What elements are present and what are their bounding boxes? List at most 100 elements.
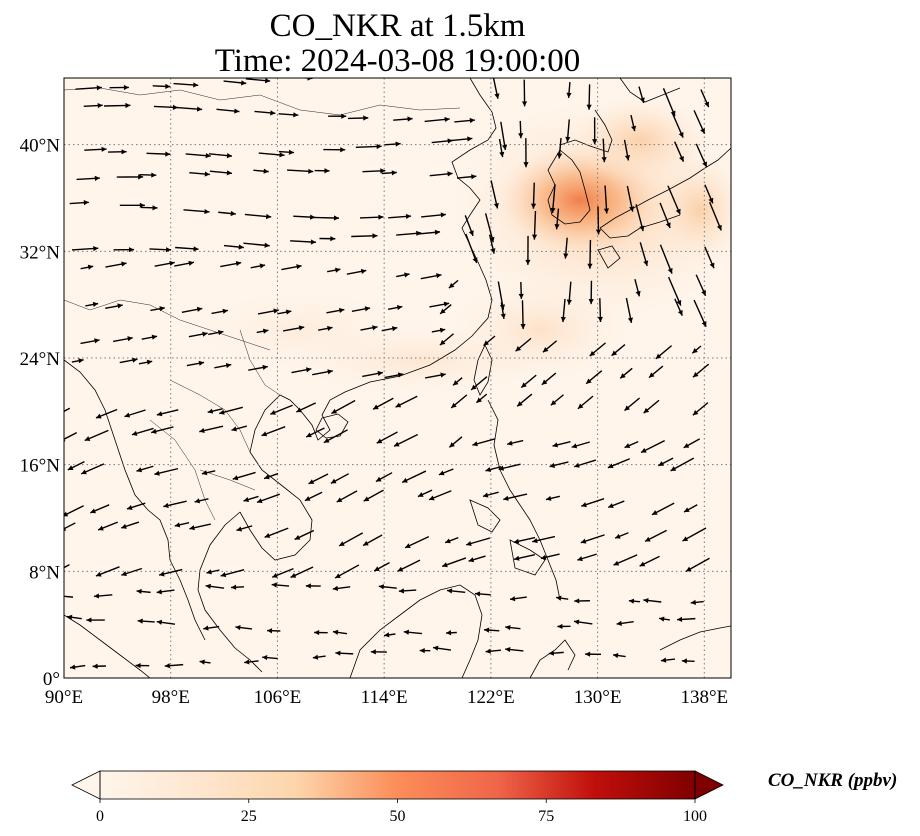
wind-arrowhead	[81, 469, 87, 475]
wind-arrowhead	[499, 151, 505, 158]
wind-arrowhead	[121, 261, 127, 267]
wind-arrowhead	[231, 584, 237, 590]
wind-arrowhead	[485, 467, 491, 473]
wind-arrowhead	[438, 470, 445, 476]
wind-arrowhead	[272, 572, 278, 578]
wind-arrowhead	[395, 141, 401, 147]
wind-arrowhead	[165, 151, 171, 157]
wind-arrowhead	[603, 208, 610, 214]
wind-arrowhead	[232, 475, 239, 481]
wind-arrowhead	[620, 373, 626, 379]
wind-arrowhead	[131, 430, 138, 436]
wind-arrowhead	[447, 171, 453, 177]
wind-arrowhead	[566, 92, 572, 98]
wind-arrowhead	[448, 282, 455, 289]
wind-arrowhead	[196, 306, 203, 312]
wind-arrowhead	[439, 327, 446, 333]
wind-arrowhead	[474, 591, 481, 597]
wind-arrowhead	[129, 247, 135, 253]
wind-arrowhead	[86, 617, 92, 623]
wind-arrowhead	[643, 597, 649, 604]
wind-arrowhead	[95, 571, 102, 577]
wind-arrowhead	[645, 536, 651, 542]
wind-arrowhead	[165, 247, 172, 253]
wind-arrowhead	[159, 306, 165, 312]
wind-arrowhead	[327, 325, 333, 331]
wind-arrowhead	[503, 495, 509, 501]
wind-arrowhead	[446, 630, 452, 636]
wind-arrowhead	[164, 663, 170, 669]
wind-arrowhead	[332, 629, 339, 635]
wind-arrowhead	[679, 156, 684, 162]
wind-arrowhead	[298, 325, 305, 331]
wind-arrowhead	[541, 379, 548, 385]
wind-arrowhead	[201, 470, 208, 476]
wind-arrowhead	[199, 659, 205, 665]
wind-arrowhead	[468, 557, 475, 563]
wind-arrowhead	[225, 362, 232, 369]
map-area	[56, 70, 732, 679]
wind-arrowhead	[418, 70, 423, 75]
wind-arrowhead	[310, 239, 316, 245]
wind-arrowhead	[658, 461, 664, 466]
wind-arrowhead	[360, 268, 367, 274]
wind-arrowhead	[436, 70, 441, 75]
wind-arrowhead	[235, 260, 242, 267]
wind-arrowhead	[364, 306, 371, 312]
wind-arrowhead	[684, 507, 690, 513]
wind-arrowhead	[324, 168, 330, 174]
wind-arrowhead	[518, 293, 524, 299]
lon-tick-label: 106°E	[254, 687, 302, 708]
wind-arrowhead	[550, 207, 556, 214]
wind-arrowhead	[84, 436, 91, 441]
wind-arrowhead	[146, 359, 153, 365]
wind-arrowhead	[194, 498, 201, 504]
wind-arrowhead	[517, 401, 523, 407]
wind-arrowhead	[692, 348, 698, 354]
wind-arrowhead	[305, 583, 311, 589]
wind-arrowhead	[377, 370, 383, 377]
wind-arrowhead	[700, 128, 705, 134]
wind-arrowhead	[692, 410, 699, 416]
wind-arrowhead	[92, 663, 98, 669]
wind-arrowhead	[222, 308, 228, 314]
wind-arrowhead	[243, 497, 250, 502]
plot-title-line2: Time: 2024-03-08 19:00:00	[214, 43, 581, 79]
wind-arrowhead	[667, 268, 673, 274]
wind-arrowhead	[397, 372, 404, 378]
wind-arrowhead	[135, 662, 141, 669]
wind-arrowhead	[405, 543, 411, 548]
wind-arrowhead	[585, 651, 591, 657]
wind-arrowhead	[577, 556, 583, 562]
wind-arrowhead	[592, 139, 598, 145]
wind-arrowhead	[98, 525, 104, 531]
lat-tick-label: 0°	[43, 669, 60, 690]
wind-arrowhead	[452, 380, 459, 386]
wind-arrowhead	[262, 364, 268, 370]
wind-arrowhead	[615, 533, 621, 539]
wind-arrowhead	[376, 143, 382, 150]
wind-arrowhead	[165, 83, 171, 89]
wind-arrowhead	[375, 476, 382, 482]
lat-tick-label: 40°N	[20, 136, 61, 157]
wind-arrowhead	[307, 78, 313, 81]
wind-arrowhead	[294, 534, 301, 540]
wind-arrowhead	[708, 197, 714, 204]
wind-arrowhead	[151, 334, 158, 340]
wind-arrowhead	[624, 155, 631, 161]
wind-arrowhead	[521, 101, 528, 107]
lat-tick-label: 32°N	[20, 242, 61, 263]
wind-arrowhead	[611, 350, 618, 356]
wind-arrowhead	[78, 358, 84, 364]
wind-arrowhead	[226, 170, 232, 176]
wind-arrowhead	[552, 442, 559, 448]
wind-arrowhead	[163, 502, 169, 508]
wind-arrowhead	[256, 498, 263, 504]
wind-arrowhead	[370, 649, 376, 655]
wind-arrowhead	[56, 594, 61, 599]
wind-arrow	[709, 201, 722, 231]
wind-arrowhead	[333, 215, 339, 221]
wind-arrowhead	[308, 168, 314, 174]
wind-arrowhead	[384, 632, 390, 638]
wind-arrowhead	[639, 225, 645, 232]
